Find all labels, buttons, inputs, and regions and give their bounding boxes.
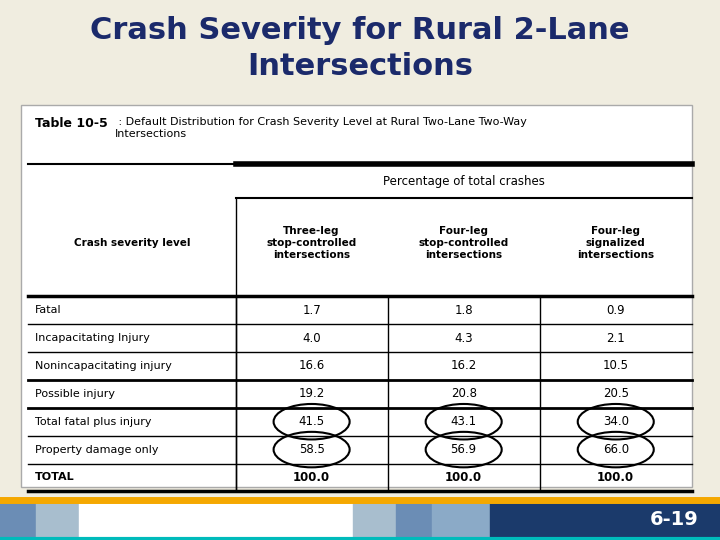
Bar — [490, 500, 720, 540]
Text: Table 10-5: Table 10-5 — [35, 117, 108, 130]
Text: 16.6: 16.6 — [299, 360, 325, 373]
Text: 58.5: 58.5 — [299, 443, 325, 456]
Text: 4.0: 4.0 — [302, 332, 321, 345]
Bar — [79, 500, 259, 540]
Bar — [353, 500, 396, 540]
Text: 20.5: 20.5 — [603, 387, 629, 400]
Text: Possible injury: Possible injury — [35, 389, 115, 399]
Text: 16.2: 16.2 — [451, 360, 477, 373]
Bar — [259, 500, 353, 540]
Text: Percentage of total crashes: Percentage of total crashes — [383, 176, 544, 188]
Text: 20.8: 20.8 — [451, 387, 477, 400]
Text: Three-leg
stop-controlled
intersections: Three-leg stop-controlled intersections — [266, 226, 356, 260]
Text: 10.5: 10.5 — [603, 360, 629, 373]
Text: 56.9: 56.9 — [451, 443, 477, 456]
Text: 43.1: 43.1 — [451, 415, 477, 428]
Text: 0.9: 0.9 — [606, 303, 625, 316]
Text: Four-leg
stop-controlled
intersections: Four-leg stop-controlled intersections — [418, 226, 509, 260]
Text: : Default Distribution for Crash Severity Level at Rural Two-Lane Two-Way
Inters: : Default Distribution for Crash Severit… — [114, 117, 526, 139]
Bar — [36, 500, 79, 540]
Text: Crash Severity for Rural 2-Lane
Intersections: Crash Severity for Rural 2-Lane Intersec… — [90, 16, 630, 81]
Bar — [0, 500, 36, 540]
Text: 41.5: 41.5 — [299, 415, 325, 428]
Text: Incapacitating Injury: Incapacitating Injury — [35, 333, 150, 343]
Text: 66.0: 66.0 — [603, 443, 629, 456]
Text: 19.2: 19.2 — [299, 387, 325, 400]
Text: TOTAL: TOTAL — [35, 472, 75, 482]
Text: Crash severity level: Crash severity level — [73, 238, 190, 248]
Text: 100.0: 100.0 — [445, 471, 482, 484]
Text: 1.7: 1.7 — [302, 303, 321, 316]
Text: 2.1: 2.1 — [606, 332, 625, 345]
Text: 1.8: 1.8 — [454, 303, 473, 316]
Text: 4.3: 4.3 — [454, 332, 473, 345]
Text: Fatal: Fatal — [35, 305, 62, 315]
Text: 6-19: 6-19 — [649, 510, 698, 529]
Bar — [396, 500, 432, 540]
Text: 100.0: 100.0 — [293, 471, 330, 484]
Text: 100.0: 100.0 — [597, 471, 634, 484]
Text: Nonincapacitating injury: Nonincapacitating injury — [35, 361, 172, 371]
Bar — [432, 500, 490, 540]
Text: Total fatal plus injury: Total fatal plus injury — [35, 417, 152, 427]
Text: Four-leg
signalized
intersections: Four-leg signalized intersections — [577, 226, 654, 260]
Text: Property damage only: Property damage only — [35, 444, 158, 455]
Text: 34.0: 34.0 — [603, 415, 629, 428]
